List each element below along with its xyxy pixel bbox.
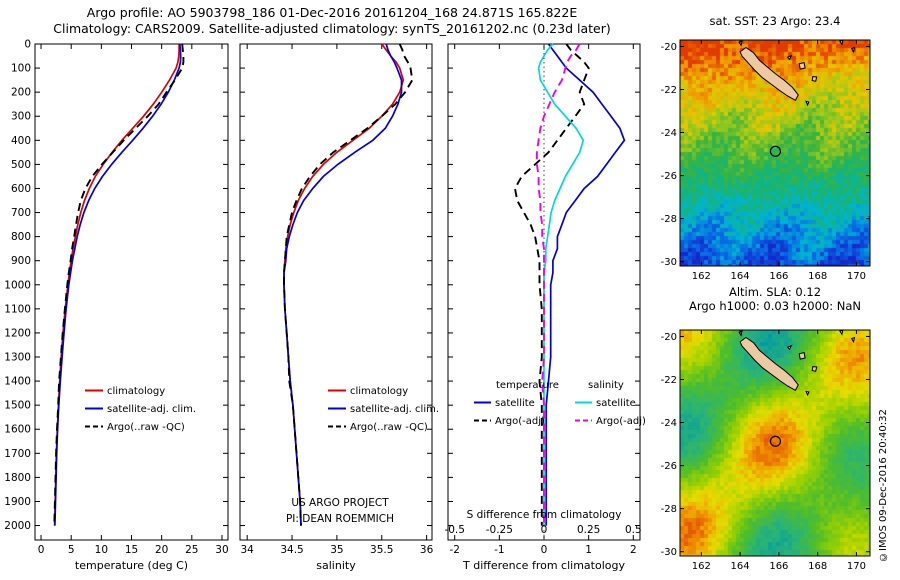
svg-text:168: 168 [808, 561, 827, 572]
svg-text:0: 0 [541, 544, 548, 556]
sla-map-panel: Altim. SLA: 0.12 Argo h1000: 0.03 h2000:… [652, 284, 900, 580]
svg-text:satellite: satellite [596, 398, 636, 409]
svg-text:1300: 1300 [4, 352, 31, 364]
svg-text:-0.5: -0.5 [444, 524, 465, 536]
sst-map-panel: sat. SST: 23 Argo: 23.4 162 164 166 168 170 -… [652, 12, 900, 284]
svg-text:1: 1 [585, 544, 592, 556]
svg-text:-1: -1 [494, 544, 504, 556]
svg-text:temperature: temperature [496, 380, 559, 391]
svg-text:162: 162 [692, 271, 711, 282]
svg-text:Argo(-adj): Argo(-adj) [495, 416, 545, 427]
svg-text:PI: DEAN ROEMMICH: PI: DEAN ROEMMICH [286, 513, 394, 525]
svg-text:US ARGO PROJECT: US ARGO PROJECT [291, 497, 389, 509]
svg-text:600: 600 [11, 183, 31, 195]
svg-text:Argo(-adj): Argo(-adj) [596, 416, 646, 427]
svg-text:0: 0 [38, 544, 45, 556]
sst-map-overlay: 162 164 166 168 170 -20 -22 -24 -26 -28 -30 [661, 39, 871, 282]
svg-text:34: 34 [240, 544, 254, 556]
svg-text:162: 162 [692, 561, 711, 572]
svg-text:satellite-adj. clim.: satellite-adj. clim. [350, 404, 439, 415]
temperature-profile-panel: 0 5 10 15 20 25 300100200300400500600700800900… [4, 39, 228, 573]
svg-text:0.5: 0.5 [625, 524, 642, 536]
svg-text:-24: -24 [661, 418, 677, 429]
svg-text:35: 35 [330, 544, 343, 556]
svg-text:700: 700 [11, 207, 31, 219]
svg-text:300: 300 [11, 111, 31, 123]
svg-text:1100: 1100 [4, 303, 31, 315]
svg-text:400: 400 [11, 135, 31, 147]
svg-text:-30: -30 [661, 547, 677, 558]
svg-text:temperature (deg C): temperature (deg C) [75, 559, 188, 572]
svg-text:34.5: 34.5 [280, 544, 303, 556]
svg-text:1500: 1500 [4, 400, 31, 412]
svg-text:-0.25: -0.25 [486, 524, 513, 536]
svg-text:36: 36 [420, 544, 434, 556]
svg-text:climatology: climatology [350, 386, 408, 397]
svg-text:-28: -28 [661, 214, 677, 225]
sla-map-overlay: 162 164 166 168 170 -20 -22 -24 -26 -28 -30 [661, 329, 871, 572]
svg-text:170: 170 [847, 271, 866, 282]
svg-text:2: 2 [630, 544, 637, 556]
svg-text:0.25: 0.25 [577, 524, 600, 536]
imos-stamp: ©IMOS 09-Dec-2016 20:40:32 [878, 409, 889, 562]
svg-text:-30: -30 [661, 257, 677, 268]
svg-text:2000: 2000 [4, 520, 31, 532]
sla-map-title-line2: Argo h1000: 0.03 h2000: NaN [688, 299, 862, 313]
figure-title-line1: Argo profile: AO 5903798_186 01-Dec-2016… [86, 5, 578, 20]
svg-text:-24: -24 [661, 128, 677, 139]
svg-text:30: 30 [215, 544, 228, 556]
svg-text:100: 100 [11, 63, 31, 75]
svg-text:-20: -20 [661, 42, 677, 53]
svg-text:-28: -28 [661, 504, 677, 515]
svg-text:168: 168 [808, 271, 827, 282]
svg-text:500: 500 [11, 159, 31, 171]
svg-text:climatology: climatology [107, 386, 165, 397]
svg-text:Argo(..raw -QC): Argo(..raw -QC) [107, 422, 185, 433]
svg-text:1400: 1400 [4, 376, 31, 388]
svg-text:35.5: 35.5 [370, 544, 393, 556]
svg-text:15: 15 [125, 544, 138, 556]
sla-map-title-line1: Altim. SLA: 0.12 [728, 285, 822, 299]
svg-text:5: 5 [68, 544, 75, 556]
difference-profile-panel: -2 -1 0 1 2 T difference from climatology temp… [444, 43, 646, 572]
svg-text:164: 164 [731, 561, 750, 572]
svg-text:10: 10 [95, 544, 108, 556]
svg-text:200: 200 [11, 87, 31, 99]
sst-map-title: sat. SST: 23 Argo: 23.4 [709, 14, 841, 28]
svg-text:1200: 1200 [4, 327, 31, 339]
svg-text:1800: 1800 [4, 472, 31, 484]
salinity-profile-panel: 34 34.5 35 35.5 36 salinity climatology satelli… [239, 43, 439, 572]
svg-text:1000: 1000 [4, 279, 31, 291]
svg-text:170: 170 [847, 561, 866, 572]
svg-text:T difference from climatology: T difference from climatology [462, 559, 625, 572]
svg-text:-20: -20 [661, 332, 677, 343]
svg-text:S difference from climatology: S difference from climatology [467, 509, 622, 521]
svg-text:satellite-adj. clim.: satellite-adj. clim. [107, 404, 196, 415]
svg-text:20: 20 [155, 544, 168, 556]
svg-text:25: 25 [185, 544, 198, 556]
svg-text:satellite: satellite [495, 398, 535, 409]
svg-text:-26: -26 [661, 171, 677, 182]
svg-text:-2: -2 [449, 544, 459, 556]
svg-text:1900: 1900 [4, 496, 31, 508]
svg-text:0: 0 [24, 39, 31, 51]
svg-text:1600: 1600 [4, 424, 31, 436]
svg-text:-22: -22 [661, 375, 677, 386]
figure-title-line2: Climatology: CARS2009. Satellite-adjuste… [53, 21, 611, 36]
svg-text:Argo(..raw -QC): Argo(..raw -QC) [350, 422, 428, 433]
svg-text:1700: 1700 [4, 448, 31, 460]
figure-header: Argo profile: AO 5903798_186 01-Dec-2016… [0, 5, 664, 37]
svg-text:164: 164 [731, 271, 750, 282]
svg-text:166: 166 [769, 271, 788, 282]
svg-text:900: 900 [11, 255, 31, 267]
svg-text:salinity: salinity [588, 380, 624, 391]
svg-text:salinity: salinity [316, 559, 356, 572]
svg-text:-22: -22 [661, 85, 677, 96]
svg-text:-26: -26 [661, 461, 677, 472]
svg-text:0: 0 [541, 524, 548, 536]
svg-text:166: 166 [769, 561, 788, 572]
svg-text:800: 800 [11, 231, 31, 243]
